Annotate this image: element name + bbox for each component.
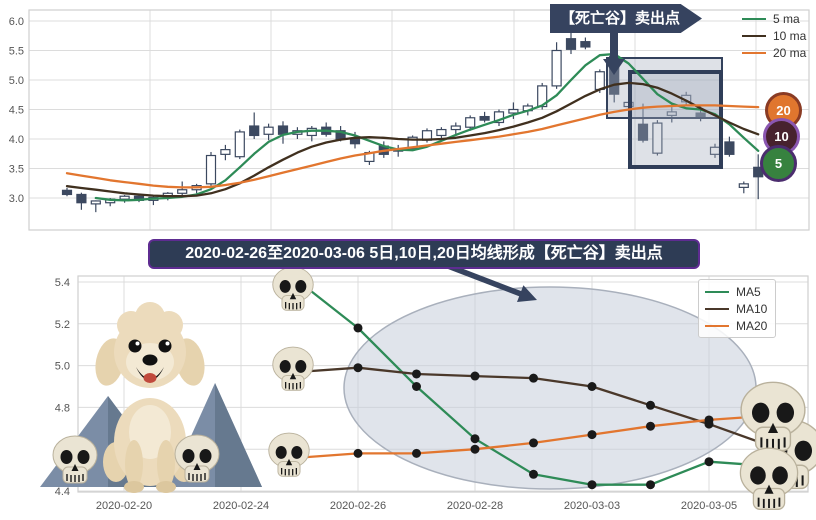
svg-text:2020-02-26: 2020-02-26 — [330, 500, 386, 512]
svg-text:5.2: 5.2 — [55, 319, 70, 331]
legend-item-5ma: 5 ma — [742, 10, 806, 27]
line-swatch-20ma — [742, 52, 766, 54]
ma5-badge: 5 — [760, 145, 797, 182]
death-valley-chart-page: 3.03.54.04.55.05.56.0 4.44.64.85.05.25.4… — [0, 0, 816, 520]
legend-item-20ma: 20 ma — [742, 44, 806, 61]
chart-title: 2020-02-26至2020-03-06 5日,10日,20日均线形成【死亡谷… — [148, 239, 700, 269]
svg-text:5.4: 5.4 — [55, 277, 70, 289]
skull-icon — [273, 347, 313, 390]
bottom-legend: MA5 MA10 MA20 — [698, 279, 776, 338]
svg-text:2020-03-03: 2020-03-03 — [564, 500, 620, 512]
banner-text: 【死亡谷】卖出点 — [560, 10, 680, 27]
highlight-ellipse — [344, 287, 756, 489]
legend-label: MA10 — [736, 302, 767, 316]
svg-text:5.0: 5.0 — [55, 361, 70, 373]
legend-label: 20 ma — [773, 46, 806, 60]
svg-text:3.0: 3.0 — [9, 193, 24, 205]
legend-label: MA20 — [736, 319, 767, 333]
svg-text:5.0: 5.0 — [9, 75, 24, 87]
legend-item-10ma: 10 ma — [742, 27, 806, 44]
death-valley-banner: 【死亡谷】卖出点 — [550, 4, 702, 33]
line-swatch-ma5 — [705, 291, 729, 293]
legend-item-ma5: MA5 — [705, 283, 767, 300]
line-swatch-ma20 — [705, 325, 729, 327]
svg-text:4.5: 4.5 — [9, 105, 24, 117]
legend-label: MA5 — [736, 285, 761, 299]
svg-text:2020-02-28: 2020-02-28 — [447, 500, 503, 512]
legend-label: 5 ma — [773, 12, 800, 26]
legend-item-ma20: MA20 — [705, 317, 767, 334]
line-swatch-5ma — [742, 18, 766, 20]
legend-item-ma10: MA10 — [705, 300, 767, 317]
top-legend: 5 ma 10 ma 20 ma — [742, 10, 806, 61]
line-swatch-ma10 — [705, 308, 729, 310]
svg-text:2020-02-24: 2020-02-24 — [213, 500, 269, 512]
svg-text:4.4: 4.4 — [55, 486, 70, 498]
svg-text:3.5: 3.5 — [9, 164, 24, 176]
svg-text:4.8: 4.8 — [55, 402, 70, 414]
skull-icon — [273, 267, 313, 310]
svg-text:2020-03-05: 2020-03-05 — [681, 500, 737, 512]
highlight-box-inner — [630, 72, 721, 167]
line-swatch-10ma — [742, 35, 766, 37]
svg-text:6.0: 6.0 — [9, 16, 24, 28]
svg-text:2020-02-20: 2020-02-20 — [96, 500, 152, 512]
svg-text:5.5: 5.5 — [9, 46, 24, 58]
skull-stack-illustration — [740, 382, 816, 509]
legend-label: 10 ma — [773, 29, 806, 43]
skull-icon — [269, 433, 309, 476]
svg-text:4.0: 4.0 — [9, 134, 24, 146]
